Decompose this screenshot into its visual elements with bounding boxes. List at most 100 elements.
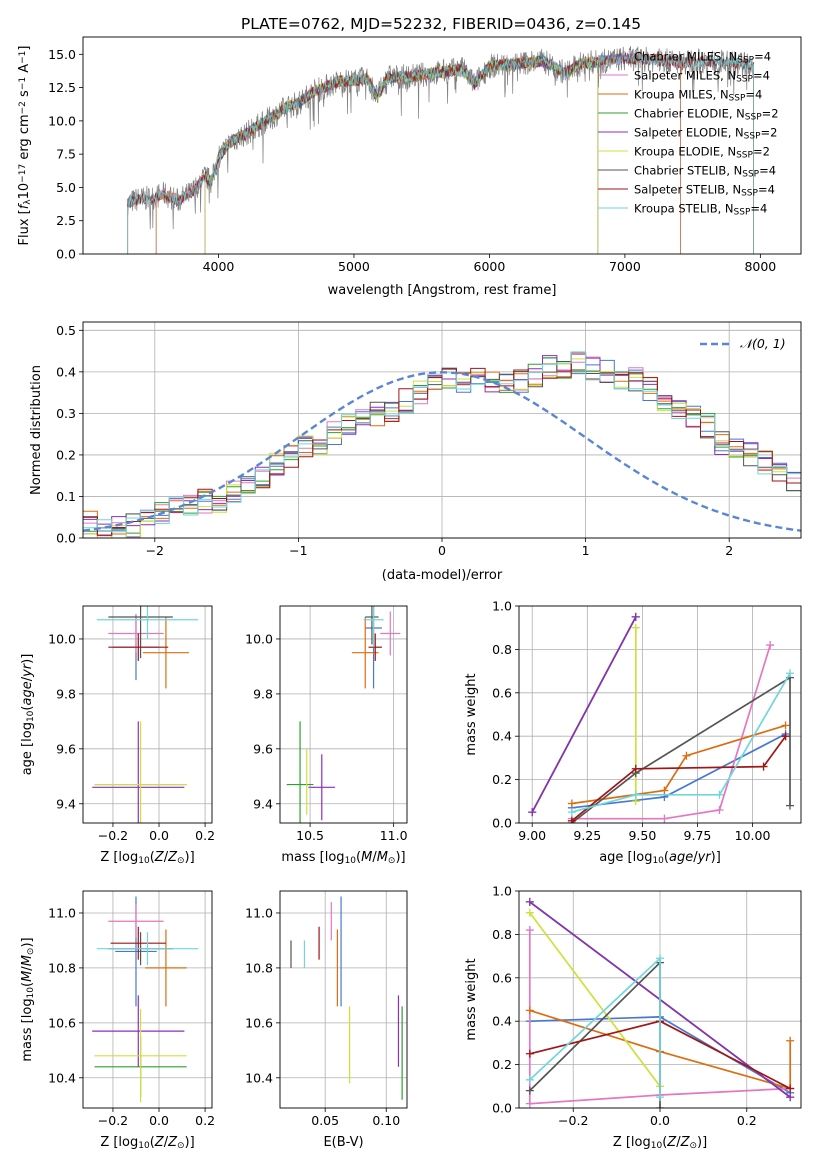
x-axis-label: E(B-V) — [323, 1135, 363, 1150]
x-tick-label: 0.0 — [650, 1113, 670, 1128]
normal-curve-line — [83, 371, 801, 532]
x-tick-label: −2 — [146, 543, 164, 558]
y-axis-label: mass [log10(M/M⊙)] — [20, 937, 36, 1061]
point-marker — [631, 790, 640, 799]
errorbar-kroupa-miles — [142, 616, 189, 689]
x-tick-label: 0.05 — [311, 1113, 339, 1128]
panel-age-vs-Z: −0.2 0.0 0.2 9.4 9.6 9.8 10.0 Z [log10(Z/Z⊙)] ag… — [20, 605, 215, 866]
x-axis-label: age [log10(age/yr)] — [599, 850, 721, 866]
y-tick-label: 0.2 — [492, 772, 512, 787]
x-tick-label: 5000 — [338, 259, 370, 274]
y-tick-label: 0.3 — [56, 406, 76, 421]
y-axis-label: Normed distribution — [29, 365, 44, 495]
series-line — [529, 912, 661, 1087]
errorbar-kroupa-stelib — [96, 932, 199, 966]
axes-frame — [82, 890, 213, 1109]
point-marker — [766, 641, 775, 650]
axes-frame — [279, 890, 408, 1109]
series-line — [528, 930, 791, 1105]
y-tick-label: 2.5 — [56, 213, 76, 228]
point-marker — [525, 1049, 534, 1058]
y-tick-label: 1.0 — [492, 884, 512, 899]
errorbar-salpeter-miles — [380, 611, 401, 656]
panel-residuals: −2 −1 0 1 2 0.0 0.1 0.2 0.3 0.4 0.5 𝒩(0, 1) (data-mo… — [29, 321, 802, 583]
x-tick-label: 11.0 — [380, 828, 408, 843]
x-tick-label: 4000 — [203, 259, 235, 274]
series-line — [571, 724, 786, 805]
y-tick-label: 0.2 — [492, 1057, 512, 1072]
point-marker — [567, 816, 576, 823]
point-marker — [785, 669, 794, 678]
point-marker — [656, 1093, 664, 1102]
point-marker — [781, 732, 790, 741]
legend-label: Salpeter MILES, NSSP=4 — [634, 69, 770, 85]
legend-label: Salpeter STELIB, NSSP=4 — [634, 183, 775, 199]
plot-area — [83, 351, 801, 538]
errorbar-salpeter-stelib — [108, 633, 169, 661]
series-kroupa-miles — [567, 721, 790, 808]
y-tick-label: 0.0 — [492, 816, 512, 831]
x-axis-label: Z [log10(Z/Z⊙)] — [613, 1135, 707, 1151]
y-tick-label: 9.6 — [56, 741, 76, 756]
errorbar-salpeter-stelib — [110, 926, 166, 960]
x-axis-label: mass [log10(M/M⊙)] — [281, 850, 405, 866]
panel-age-vs-mass: 10.5 11.0 9.4 9.6 9.8 10.0 mass [log10(M/M⊙)] — [245, 605, 408, 866]
point-marker — [631, 623, 640, 632]
series-line — [529, 1009, 792, 1090]
x-tick-label: −0.2 — [98, 828, 128, 843]
y-axis-label: mass weight — [464, 958, 479, 1040]
x-tick-label: 2 — [725, 543, 733, 558]
y-tick-label: 10.6 — [245, 1015, 273, 1030]
point-marker — [682, 751, 691, 760]
errorbar-chabrier-stelib — [365, 606, 379, 645]
x-tick-label: −1 — [289, 543, 307, 558]
ticks: 10.5 11.0 9.4 9.6 9.8 10.0 — [245, 631, 407, 843]
plot-area — [92, 896, 199, 1103]
y-tick-label: 0.0 — [56, 247, 76, 262]
point-marker — [528, 808, 537, 817]
series-line — [571, 732, 787, 809]
ticks: 4000 5000 6000 7000 8000 0.0 2.5 5.0 7.5 10.0 12.5… — [48, 47, 776, 274]
x-tick-label: 9.25 — [573, 828, 601, 843]
x-tick-label: 6000 — [474, 259, 506, 274]
y-tick-label: 1.0 — [492, 599, 512, 614]
point-marker — [656, 1104, 664, 1108]
plot-area — [92, 606, 199, 823]
axes-frame — [518, 605, 802, 824]
ticks: 0.05 0.10 10.4 10.6 10.8 11.0 — [245, 905, 400, 1128]
grid — [280, 606, 407, 823]
point-marker — [715, 805, 724, 814]
hist-step-chabrier-stelib — [83, 361, 801, 538]
errorbar-kroupa-miles — [351, 616, 379, 689]
y-tick-label: 15.0 — [48, 47, 76, 62]
x-tick-label: 0.2 — [737, 1113, 757, 1128]
axes-frame — [82, 605, 213, 824]
point-marker — [525, 1099, 534, 1108]
y-tick-label: 11.0 — [245, 905, 273, 920]
x-tick-label: 9.50 — [628, 828, 656, 843]
y-tick-label: 10.8 — [245, 960, 273, 975]
point-marker — [525, 908, 534, 917]
y-tick-label: 0.6 — [492, 970, 512, 985]
y-tick-label: 10.8 — [48, 960, 76, 975]
grid — [83, 891, 212, 1108]
ticks: −2 −1 0 1 2 0.0 0.1 0.2 0.3 0.4 0.5 — [56, 323, 733, 558]
point-marker — [781, 721, 790, 730]
errorbar-salpeter-elodie — [92, 995, 185, 1067]
legend-label: Kroupa ELODIE, NSSP=2 — [634, 145, 770, 161]
point-marker — [786, 1036, 795, 1045]
y-tick-label: 0.8 — [492, 642, 512, 657]
x-axis-label: Z [log10(Z/Z⊙)] — [100, 850, 194, 866]
x-axis-label: Z [log10(Z/Z⊙)] — [100, 1135, 194, 1151]
y-tick-label: 0.8 — [492, 927, 512, 942]
point-marker — [567, 808, 576, 817]
series-line — [571, 735, 787, 822]
y-tick-label: 9.8 — [253, 686, 273, 701]
y-tick-label: 9.4 — [56, 796, 76, 811]
y-tick-label: 11.0 — [48, 905, 76, 920]
errorbar-salpeter-miles — [108, 904, 164, 938]
legend-label: 𝒩(0, 1) — [740, 336, 786, 351]
errorbar-salpeter-elodie — [308, 754, 336, 821]
errorbar-kroupa-stelib — [96, 606, 199, 639]
